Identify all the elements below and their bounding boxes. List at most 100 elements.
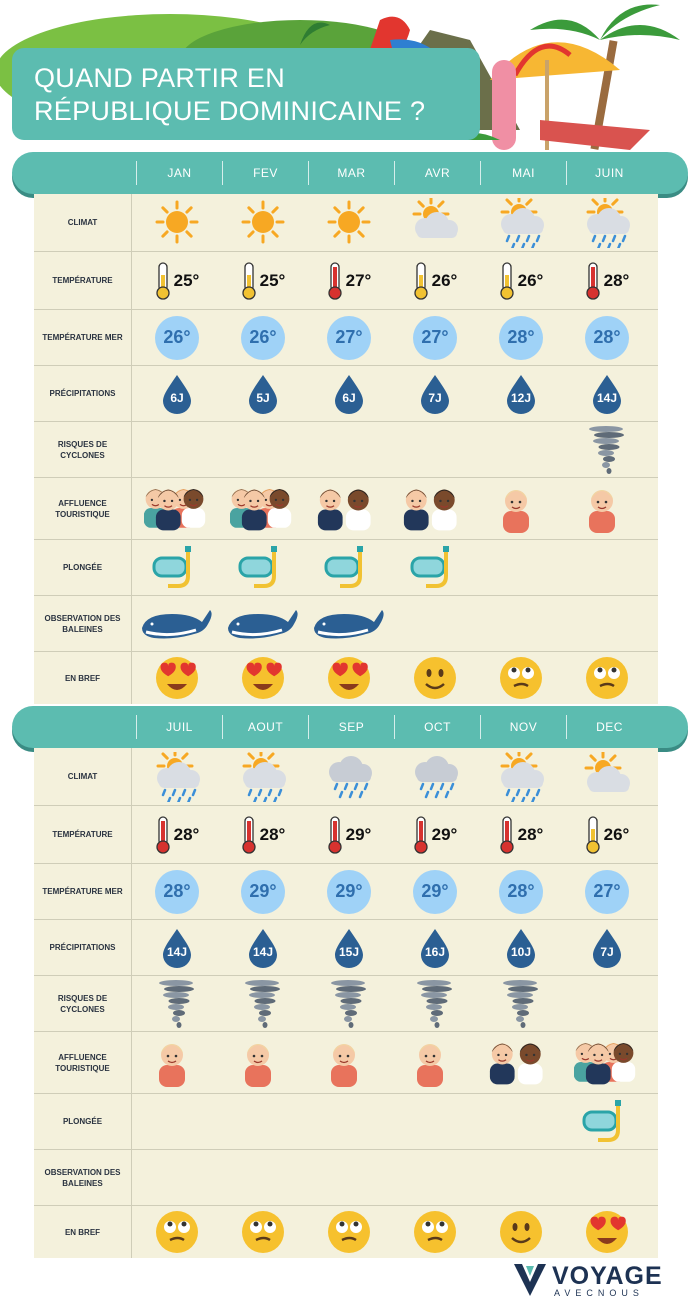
row-bref: EN BREF bbox=[34, 1206, 658, 1258]
cell-affluence bbox=[392, 478, 478, 539]
cell-cyclones bbox=[392, 422, 478, 477]
sea-temperature-badge: 29° bbox=[413, 869, 457, 914]
cell-bref bbox=[392, 1206, 478, 1258]
row-cyclones: RISQUES DE CYCLONES bbox=[34, 976, 658, 1032]
raindrop-icon bbox=[507, 928, 535, 968]
cell-cyclones bbox=[564, 976, 650, 1031]
raindrop-icon bbox=[507, 374, 535, 414]
cell-temperature-mer: 28° bbox=[564, 310, 650, 365]
cell-affluence bbox=[220, 1032, 306, 1093]
sun-rain-icon bbox=[242, 751, 286, 802]
logo-name: VOYAGE bbox=[552, 1262, 663, 1290]
cell-temperature-mer: 28° bbox=[478, 310, 564, 365]
snorkel-mask-icon bbox=[152, 545, 191, 588]
cell-affluence bbox=[306, 478, 392, 539]
smiley-emoji-icon bbox=[500, 1211, 542, 1253]
heart-eyes-emoji-icon bbox=[156, 657, 198, 699]
whale-icon bbox=[142, 609, 212, 638]
cell-temperature-mer: 26° bbox=[220, 310, 306, 365]
rain-days: 10J bbox=[510, 944, 532, 959]
row-label: CLIMAT bbox=[34, 748, 132, 805]
cell-precipitations: 7J bbox=[392, 366, 478, 421]
surfboard-icon bbox=[492, 60, 516, 150]
cell-climat bbox=[306, 748, 392, 805]
cell-bref bbox=[564, 1206, 650, 1258]
sea-temperature-badge: 29° bbox=[327, 869, 371, 914]
cell-plongee bbox=[478, 540, 564, 595]
month-label: DEC bbox=[566, 715, 652, 739]
raindrop-icon bbox=[593, 928, 621, 968]
air-temperature: 26° bbox=[603, 824, 630, 844]
cell-climat bbox=[134, 194, 220, 251]
smiley-emoji-icon bbox=[414, 657, 456, 699]
cell-baleines bbox=[392, 596, 478, 651]
heart-eyes-emoji-icon bbox=[328, 657, 370, 699]
logo-subtitle: AVECNOUS bbox=[554, 1288, 644, 1298]
cell-temperature: 28° bbox=[478, 806, 564, 863]
snorkel-mask-icon bbox=[410, 545, 449, 588]
cell-cyclones bbox=[134, 976, 220, 1031]
tourist-crowd-icon bbox=[317, 489, 371, 530]
tourist-crowd-icon bbox=[144, 488, 206, 530]
logo-mark-icon bbox=[514, 1264, 546, 1296]
cell-baleines bbox=[478, 1150, 564, 1205]
cell-baleines bbox=[392, 1150, 478, 1205]
tornado-icon bbox=[331, 979, 366, 1028]
air-temperature: 28° bbox=[173, 824, 200, 844]
raindrop-icon bbox=[421, 928, 449, 968]
row-temperature: TEMPÉRATURE 25° 25° 27° 26° 26° 28° bbox=[34, 252, 658, 310]
rain-days: 6J bbox=[342, 390, 356, 405]
cell-cyclones bbox=[134, 422, 220, 477]
sun-rain-icon bbox=[500, 197, 544, 248]
cell-plongee bbox=[564, 1094, 650, 1149]
rain-days-badge: 14J bbox=[160, 928, 194, 968]
rain-days: 15J bbox=[338, 944, 360, 959]
row-affluence: AFFLUENCE TOURISTIQUE bbox=[34, 1032, 658, 1094]
raindrop-icon bbox=[335, 374, 363, 414]
raindrop-icon bbox=[249, 928, 277, 968]
eye-roll-emoji-icon bbox=[414, 1211, 456, 1253]
calendar-rows: CLIMAT TEMPÉRATURE 25° 25° 27° 26° 26° 28… bbox=[34, 194, 658, 704]
rain-cloud-icon bbox=[329, 755, 372, 798]
cell-precipitations: 16J bbox=[392, 920, 478, 975]
thermometer-icon bbox=[327, 261, 342, 300]
row-label: PLONGÉE bbox=[34, 540, 132, 595]
title-line-1: QUAND PARTIR EN bbox=[34, 63, 286, 93]
rain-days-badge: 6J bbox=[332, 374, 366, 414]
cell-precipitations: 7J bbox=[564, 920, 650, 975]
cell-temperature: 25° bbox=[134, 252, 220, 309]
row-temperature-mer: TEMPÉRATURE MER 28° 29° 29° 29° 28° 27° bbox=[34, 864, 658, 920]
rain-days-badge: 12J bbox=[504, 374, 538, 414]
snorkel-mask-icon bbox=[324, 545, 363, 588]
cell-plongee bbox=[564, 540, 650, 595]
sea-temperature-badge: 29° bbox=[241, 869, 285, 914]
row-climat: CLIMAT bbox=[34, 194, 658, 252]
cell-bref bbox=[478, 1206, 564, 1258]
cell-affluence bbox=[220, 478, 306, 539]
cell-precipitations: 14J bbox=[134, 920, 220, 975]
air-temperature: 27° bbox=[345, 270, 372, 290]
cell-temperature-mer: 27° bbox=[306, 310, 392, 365]
rain-days: 7J bbox=[600, 944, 614, 959]
sun-cloud-icon bbox=[584, 751, 630, 792]
cell-temperature-mer: 28° bbox=[134, 864, 220, 919]
cell-precipitations: 14J bbox=[564, 366, 650, 421]
tornado-icon bbox=[417, 979, 452, 1028]
row-temperature-mer: TEMPÉRATURE MER 26° 26° 27° 27° 28° 28° bbox=[34, 310, 658, 366]
cell-climat bbox=[564, 194, 650, 251]
cell-climat bbox=[564, 748, 650, 805]
row-label: OBSERVATION DES BALEINES bbox=[34, 1150, 132, 1205]
row-label: TEMPÉRATURE MER bbox=[34, 310, 132, 365]
rain-days: 14J bbox=[596, 390, 618, 405]
tourist-crowd-icon bbox=[245, 1043, 271, 1087]
row-affluence: AFFLUENCE TOURISTIQUE bbox=[34, 478, 658, 540]
month-label: JAN bbox=[136, 161, 222, 185]
cell-plongee bbox=[220, 1094, 306, 1149]
month-label: MAR bbox=[308, 161, 394, 185]
row-label: TEMPÉRATURE bbox=[34, 806, 132, 863]
cell-temperature-mer: 28° bbox=[478, 864, 564, 919]
sea-temperature-badge: 27° bbox=[327, 315, 371, 360]
sun-icon bbox=[327, 200, 371, 243]
thermometer-icon bbox=[155, 261, 170, 300]
row-label: RISQUES DE CYCLONES bbox=[34, 976, 132, 1031]
